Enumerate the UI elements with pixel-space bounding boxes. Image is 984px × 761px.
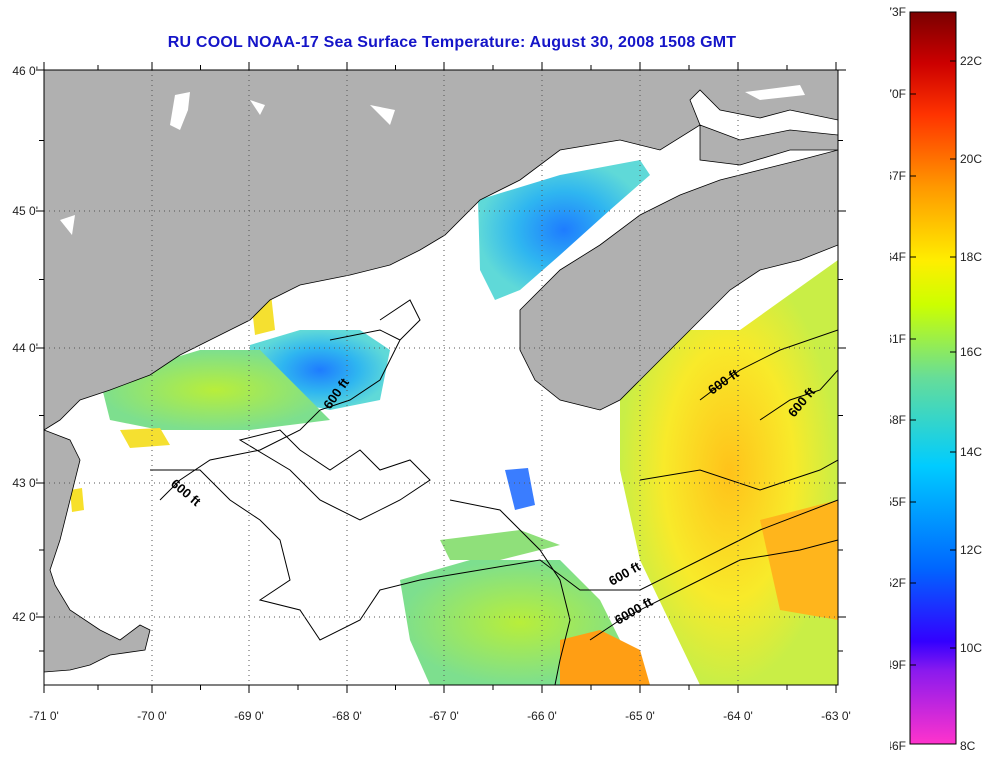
lat-label: 45 0' <box>12 204 38 218</box>
f-tick: 61F <box>890 332 906 346</box>
lon-label: -63 0' <box>821 709 851 723</box>
c-tick: 14C <box>960 445 982 459</box>
longitude-labels: -71 0' -70 0' -69 0' -68 0' -67 0' -66 0… <box>29 709 851 723</box>
colorbar-gradient <box>909 11 957 745</box>
temperature-colorbar: 73F 70F 67F 64F 61F 58F 55F 52F 49F 46F … <box>890 5 982 753</box>
lon-label: -66 0' <box>527 709 557 723</box>
c-tick: 16C <box>960 345 982 359</box>
c-tick: 18C <box>960 250 982 264</box>
f-tick: 73F <box>890 5 906 19</box>
c-tick: 22C <box>960 54 982 68</box>
fahrenheit-labels: 73F 70F 67F 64F 61F 58F 55F 52F 49F 46F <box>890 5 906 753</box>
c-tick: 20C <box>960 152 982 166</box>
c-tick: 12C <box>960 543 982 557</box>
f-tick: 49F <box>890 658 906 672</box>
map-frame <box>43 69 839 686</box>
land-layer <box>44 70 838 673</box>
f-tick: 52F <box>890 576 906 590</box>
lon-label: -69 0' <box>234 709 264 723</box>
lon-label: -68 0' <box>332 709 362 723</box>
lat-label: 46 0' <box>12 64 38 78</box>
f-tick: 64F <box>890 250 906 264</box>
c-tick: 8C <box>960 739 976 753</box>
celsius-labels: 22C 20C 18C 16C 14C 12C 10C 8C <box>960 54 982 753</box>
lat-label: 43 0' <box>12 476 38 490</box>
sst-data-layer <box>70 70 838 685</box>
f-tick: 55F <box>890 495 906 509</box>
lakes-layer <box>60 85 805 235</box>
lon-label: -70 0' <box>137 709 167 723</box>
lon-label: -64 0' <box>723 709 753 723</box>
lon-label: -67 0' <box>429 709 459 723</box>
f-tick: 70F <box>890 87 906 101</box>
f-tick: 46F <box>890 739 906 753</box>
f-tick: 58F <box>890 413 906 427</box>
lon-label: -71 0' <box>29 709 59 723</box>
f-tick: 67F <box>890 169 906 183</box>
lat-label: 42 0' <box>12 610 38 624</box>
lon-label: -65 0' <box>625 709 655 723</box>
map-title: RU COOL NOAA-17 Sea Surface Temperature:… <box>167 34 737 51</box>
latitude-labels: 46 0' 45 0' 44 0' 43 0' 42 0' <box>12 64 38 624</box>
c-tick: 10C <box>960 641 982 655</box>
lat-label: 44 0' <box>12 341 38 355</box>
sst-map: 600 ft 600 ft 600 ft 600 ft 600 ft 6000 … <box>12 62 851 723</box>
axis-ticks <box>36 62 846 693</box>
